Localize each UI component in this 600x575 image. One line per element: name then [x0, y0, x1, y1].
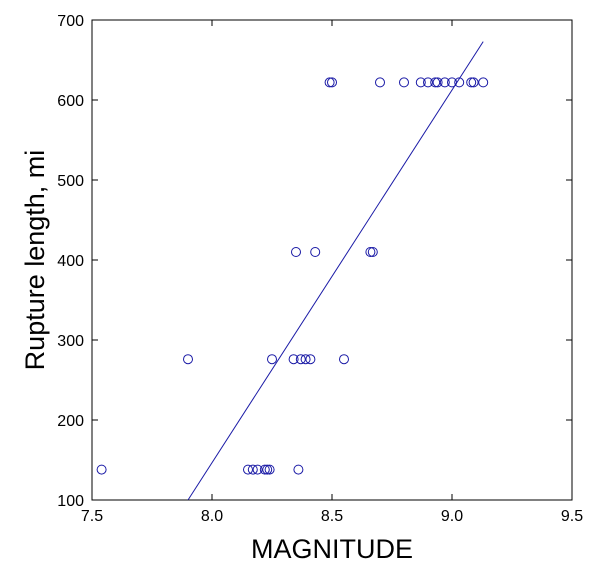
data-points: [96, 77, 489, 475]
data-point: [295, 354, 306, 365]
x-tick-label: 8.5: [321, 508, 343, 525]
x-axis-title: MAGNITUDE: [251, 534, 413, 564]
data-point: [430, 77, 441, 88]
data-point: [252, 464, 263, 475]
data-point: [447, 77, 457, 88]
fit-line-group: [187, 41, 484, 501]
data-point: [267, 354, 277, 365]
data-point: [183, 354, 193, 365]
data-point: [327, 77, 337, 88]
data-point: [339, 354, 349, 365]
data-point: [367, 247, 378, 257]
y-tick-label: 200: [57, 413, 84, 430]
y-tick-label: 600: [57, 93, 84, 110]
data-point: [264, 464, 275, 475]
data-point: [375, 77, 385, 88]
data-point: [288, 354, 299, 365]
data-point: [243, 464, 253, 475]
data-point: [259, 464, 270, 475]
fit-line: [187, 41, 484, 501]
x-tick-label: 7.5: [81, 508, 103, 525]
data-point: [324, 77, 335, 88]
data-point: [262, 464, 273, 475]
x-tick-label: 9.5: [561, 508, 583, 525]
y-tick-label: 700: [57, 13, 84, 30]
y-tick-label: 300: [57, 333, 84, 350]
data-point: [310, 247, 321, 257]
y-tick-label: 400: [57, 253, 84, 270]
data-point: [432, 77, 443, 88]
data-point: [365, 247, 376, 257]
x-tick-label: 9.0: [441, 508, 463, 525]
plot-frame: [91, 19, 573, 501]
data-point: [478, 77, 489, 88]
y-tick-label: 100: [57, 493, 84, 510]
data-point: [305, 354, 316, 365]
data-point: [423, 77, 433, 88]
data-point: [291, 247, 301, 257]
data-point: [468, 77, 479, 88]
data-point: [454, 77, 465, 88]
data-point: [300, 354, 311, 365]
y-axis-title: Rupture length, mi: [20, 150, 50, 371]
data-point: [96, 464, 107, 475]
x-tick-label: 8.0: [201, 508, 223, 525]
axis-ticks: 7.5 8.0 8.5 9.0 9.5 100 200 300 400 500 600 700: [57, 13, 583, 525]
data-point: [293, 464, 304, 475]
data-point: [247, 464, 258, 475]
data-point: [399, 77, 409, 88]
data-point: [466, 77, 477, 88]
y-tick-label: 500: [57, 173, 84, 190]
data-point: [415, 77, 426, 88]
data-point: [439, 77, 450, 88]
